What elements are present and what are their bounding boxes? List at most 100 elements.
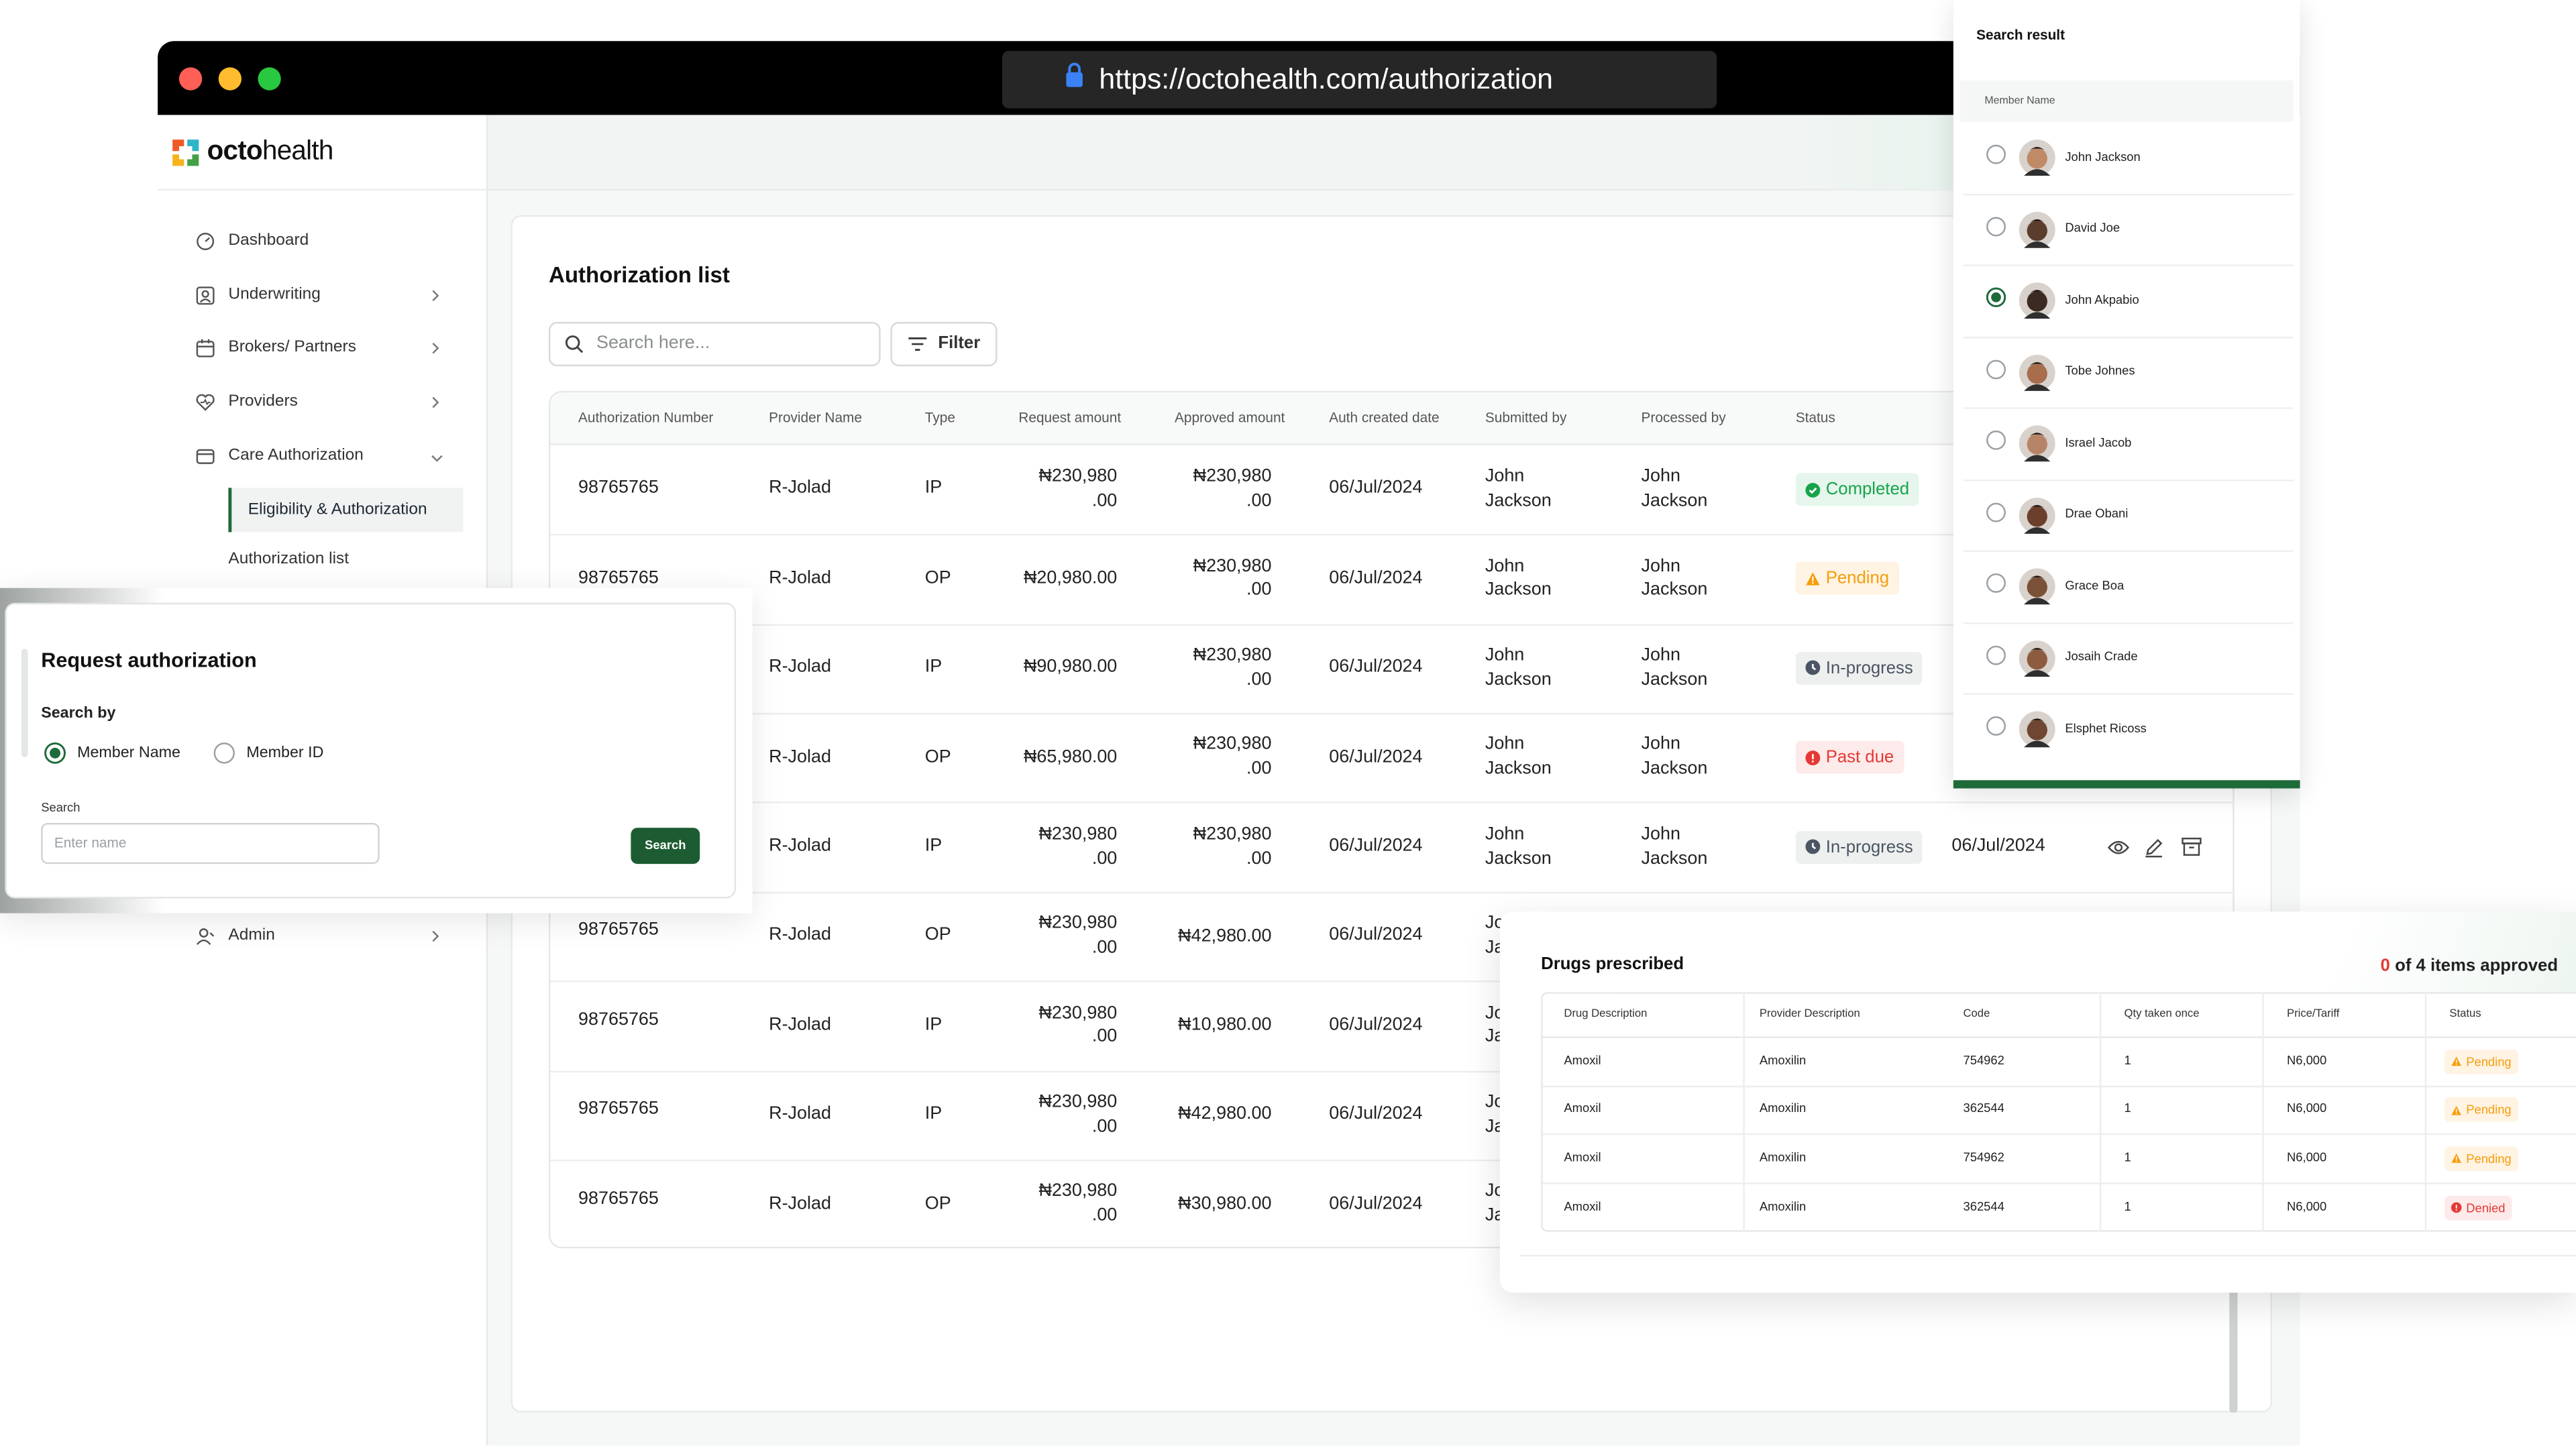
result-divider xyxy=(1963,478,2294,481)
status-icon xyxy=(1805,482,1820,497)
auth-number: 98765765 xyxy=(578,920,659,940)
member-name[interactable]: David Joe xyxy=(2065,220,2121,235)
circle-shape xyxy=(2027,219,2047,241)
drugs-cell: 1 xyxy=(2124,1150,2131,1165)
cell-text: 06/Jul/2024 xyxy=(1951,836,2045,856)
nav-icon xyxy=(196,449,215,464)
chevron-right[interactable] xyxy=(431,930,441,943)
status-text: Pending xyxy=(2466,1102,2512,1117)
status-text: Completed xyxy=(1825,480,1910,500)
member-name[interactable]: Elsphet Ricoss xyxy=(2065,720,2147,736)
chevron-right[interactable] xyxy=(431,289,441,302)
nav-active-bar xyxy=(228,488,232,533)
radio-label[interactable]: Member ID xyxy=(246,744,324,762)
drugs-row-line xyxy=(1542,1182,2576,1184)
circle-shape xyxy=(1805,482,1820,497)
window-dot[interactable] xyxy=(258,67,281,91)
drugs-column-header: Provider Description xyxy=(1759,1008,1860,1020)
amount: ₦230,980.00 xyxy=(1038,824,1118,869)
amount-cell: ₦230,980.00 xyxy=(1018,903,1117,969)
rect-shape xyxy=(1811,581,1813,583)
chevron-right[interactable] xyxy=(431,396,441,409)
radio[interactable] xyxy=(1985,144,2005,164)
drugs-column-header: Price/Tariff xyxy=(2286,1008,2340,1020)
archive-icon[interactable] xyxy=(2182,836,2202,855)
nav-item[interactable]: Underwriting xyxy=(228,286,321,304)
radio[interactable] xyxy=(1985,645,2005,665)
view-icon[interactable] xyxy=(2107,838,2130,854)
approved-summary: 0 of 4 items approved xyxy=(2380,952,2558,979)
radio[interactable] xyxy=(1985,430,2005,450)
nav-item[interactable]: Eligibility & Authorization xyxy=(248,500,427,519)
member-name[interactable]: John Akpabio xyxy=(2065,292,2139,307)
radio[interactable] xyxy=(43,741,65,763)
modal-edge xyxy=(21,649,28,757)
edit-icon[interactable] xyxy=(2144,837,2163,857)
path-shape xyxy=(197,339,214,347)
chevron-right[interactable] xyxy=(431,341,441,355)
result-divider xyxy=(1963,192,2294,195)
member-name[interactable]: Josaih Crade xyxy=(2065,649,2138,665)
window-dot[interactable] xyxy=(178,67,203,91)
nav-item[interactable]: Providers xyxy=(228,392,298,411)
radio[interactable] xyxy=(1985,716,2005,736)
cell-text: R-Jolad xyxy=(769,1193,831,1213)
cell-text: 06/Jul/2024 xyxy=(1329,567,1423,588)
radio[interactable] xyxy=(1985,216,2005,236)
circle-shape xyxy=(2027,577,2047,598)
radio[interactable] xyxy=(1985,359,2005,379)
nav-item[interactable]: Admin xyxy=(228,926,275,945)
nav-icon xyxy=(196,339,215,357)
nav-item[interactable]: Brokers/ Partners xyxy=(228,338,356,357)
row-divider xyxy=(550,891,2233,893)
status-icon xyxy=(2451,1154,2462,1164)
member-name[interactable]: John Jackson xyxy=(2065,149,2141,164)
column-header: Type xyxy=(924,408,955,425)
radio-label[interactable]: Member Name xyxy=(77,744,180,762)
result-header xyxy=(1960,80,2294,122)
path-shape xyxy=(2024,312,2051,319)
member-name[interactable]: Israel Jacob xyxy=(2065,435,2132,450)
search-box[interactable] xyxy=(548,322,881,367)
path-shape xyxy=(2024,455,2051,462)
row-divider xyxy=(550,534,2233,536)
path-shape xyxy=(908,337,927,351)
path-shape xyxy=(1811,843,1816,850)
filter-label: Filter xyxy=(938,333,981,353)
radio[interactable] xyxy=(1985,573,2005,593)
rect-shape xyxy=(2456,1063,2457,1065)
name-input[interactable] xyxy=(41,822,380,865)
path-shape xyxy=(2024,598,2051,605)
nav-item[interactable]: Care Authorization xyxy=(228,447,364,465)
scrollbar xyxy=(2229,1289,2238,1413)
radio[interactable] xyxy=(1985,502,2005,522)
window-dot[interactable] xyxy=(218,67,242,91)
filter-button[interactable] xyxy=(890,322,998,367)
member-name[interactable]: Drae Obani xyxy=(2065,506,2129,521)
search-button[interactable] xyxy=(631,828,700,865)
rect-shape xyxy=(2456,1112,2457,1113)
nav-icon xyxy=(196,928,215,945)
member-name[interactable]: Grace Boa xyxy=(2065,577,2125,593)
member-name[interactable]: Tobe Johnes xyxy=(2065,363,2135,378)
path-shape xyxy=(199,298,211,303)
nav-item[interactable]: Authorization list xyxy=(228,550,350,569)
amount: ₦230,980.00 xyxy=(1038,1181,1118,1226)
drugs-cell: 362544 xyxy=(1963,1101,2004,1116)
radio[interactable] xyxy=(213,741,234,763)
nav-item[interactable]: Dashboard xyxy=(228,231,309,250)
circle-shape xyxy=(2027,434,2047,455)
amount: ₦20,980.00 xyxy=(1023,568,1118,588)
path-shape xyxy=(172,154,184,166)
search-button-label[interactable]: Search xyxy=(645,838,686,853)
avatar xyxy=(2019,568,2055,605)
chevron-down[interactable] xyxy=(431,453,444,463)
row-divider xyxy=(550,623,2233,626)
radio[interactable] xyxy=(1985,287,2005,307)
status-icon xyxy=(2451,1202,2462,1213)
drugs-table xyxy=(1541,992,2576,1232)
circle-shape xyxy=(1985,216,2005,236)
drugs-cell: Amoxil xyxy=(1564,1052,1601,1068)
result-divider xyxy=(1963,693,2294,695)
